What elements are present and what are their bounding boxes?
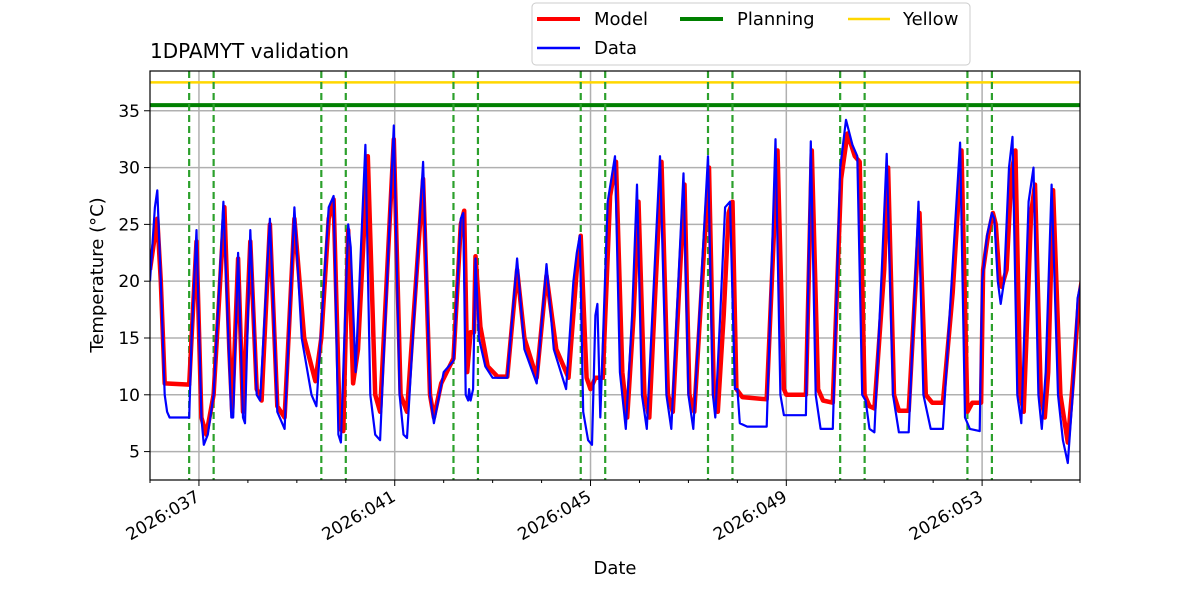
legend: Model Data Planning Yellow (531, 2, 971, 66)
y-tick-label-15: 15 (118, 329, 140, 349)
x-tick-label-45: 2026:045 (514, 487, 595, 545)
x-tick-label-41: 2026:041 (319, 487, 400, 545)
series-line-model (150, 131, 1080, 445)
y-tick-label-30: 30 (118, 159, 140, 179)
y-tick-label-25: 25 (118, 215, 140, 235)
y-tick-label-10: 10 (118, 386, 140, 406)
y-tick-label-20: 20 (118, 272, 140, 292)
series-line-data (150, 118, 1080, 465)
chart-title: 1DPAMYT validation (150, 39, 349, 63)
x-tick-label-49: 2026:049 (710, 487, 791, 545)
x-tick-label-37: 2026:037 (123, 487, 204, 545)
series-lines (150, 118, 1080, 465)
legend-label-data: Data (594, 38, 637, 59)
y-axis-label: Temperature (°C) (87, 197, 108, 353)
limit-lines (150, 81, 1080, 108)
y-tick-label-5: 5 (129, 443, 140, 463)
legend-label-yellow: Yellow (902, 9, 958, 30)
plot-frame (149, 70, 1081, 481)
x-axis-label: Date (593, 558, 636, 579)
x-tick-label-53: 2026:053 (906, 487, 987, 545)
y-tick-label-35: 35 (118, 102, 140, 122)
legend-label-planning: Planning (737, 9, 815, 30)
legend-label-model: Model (594, 9, 648, 30)
